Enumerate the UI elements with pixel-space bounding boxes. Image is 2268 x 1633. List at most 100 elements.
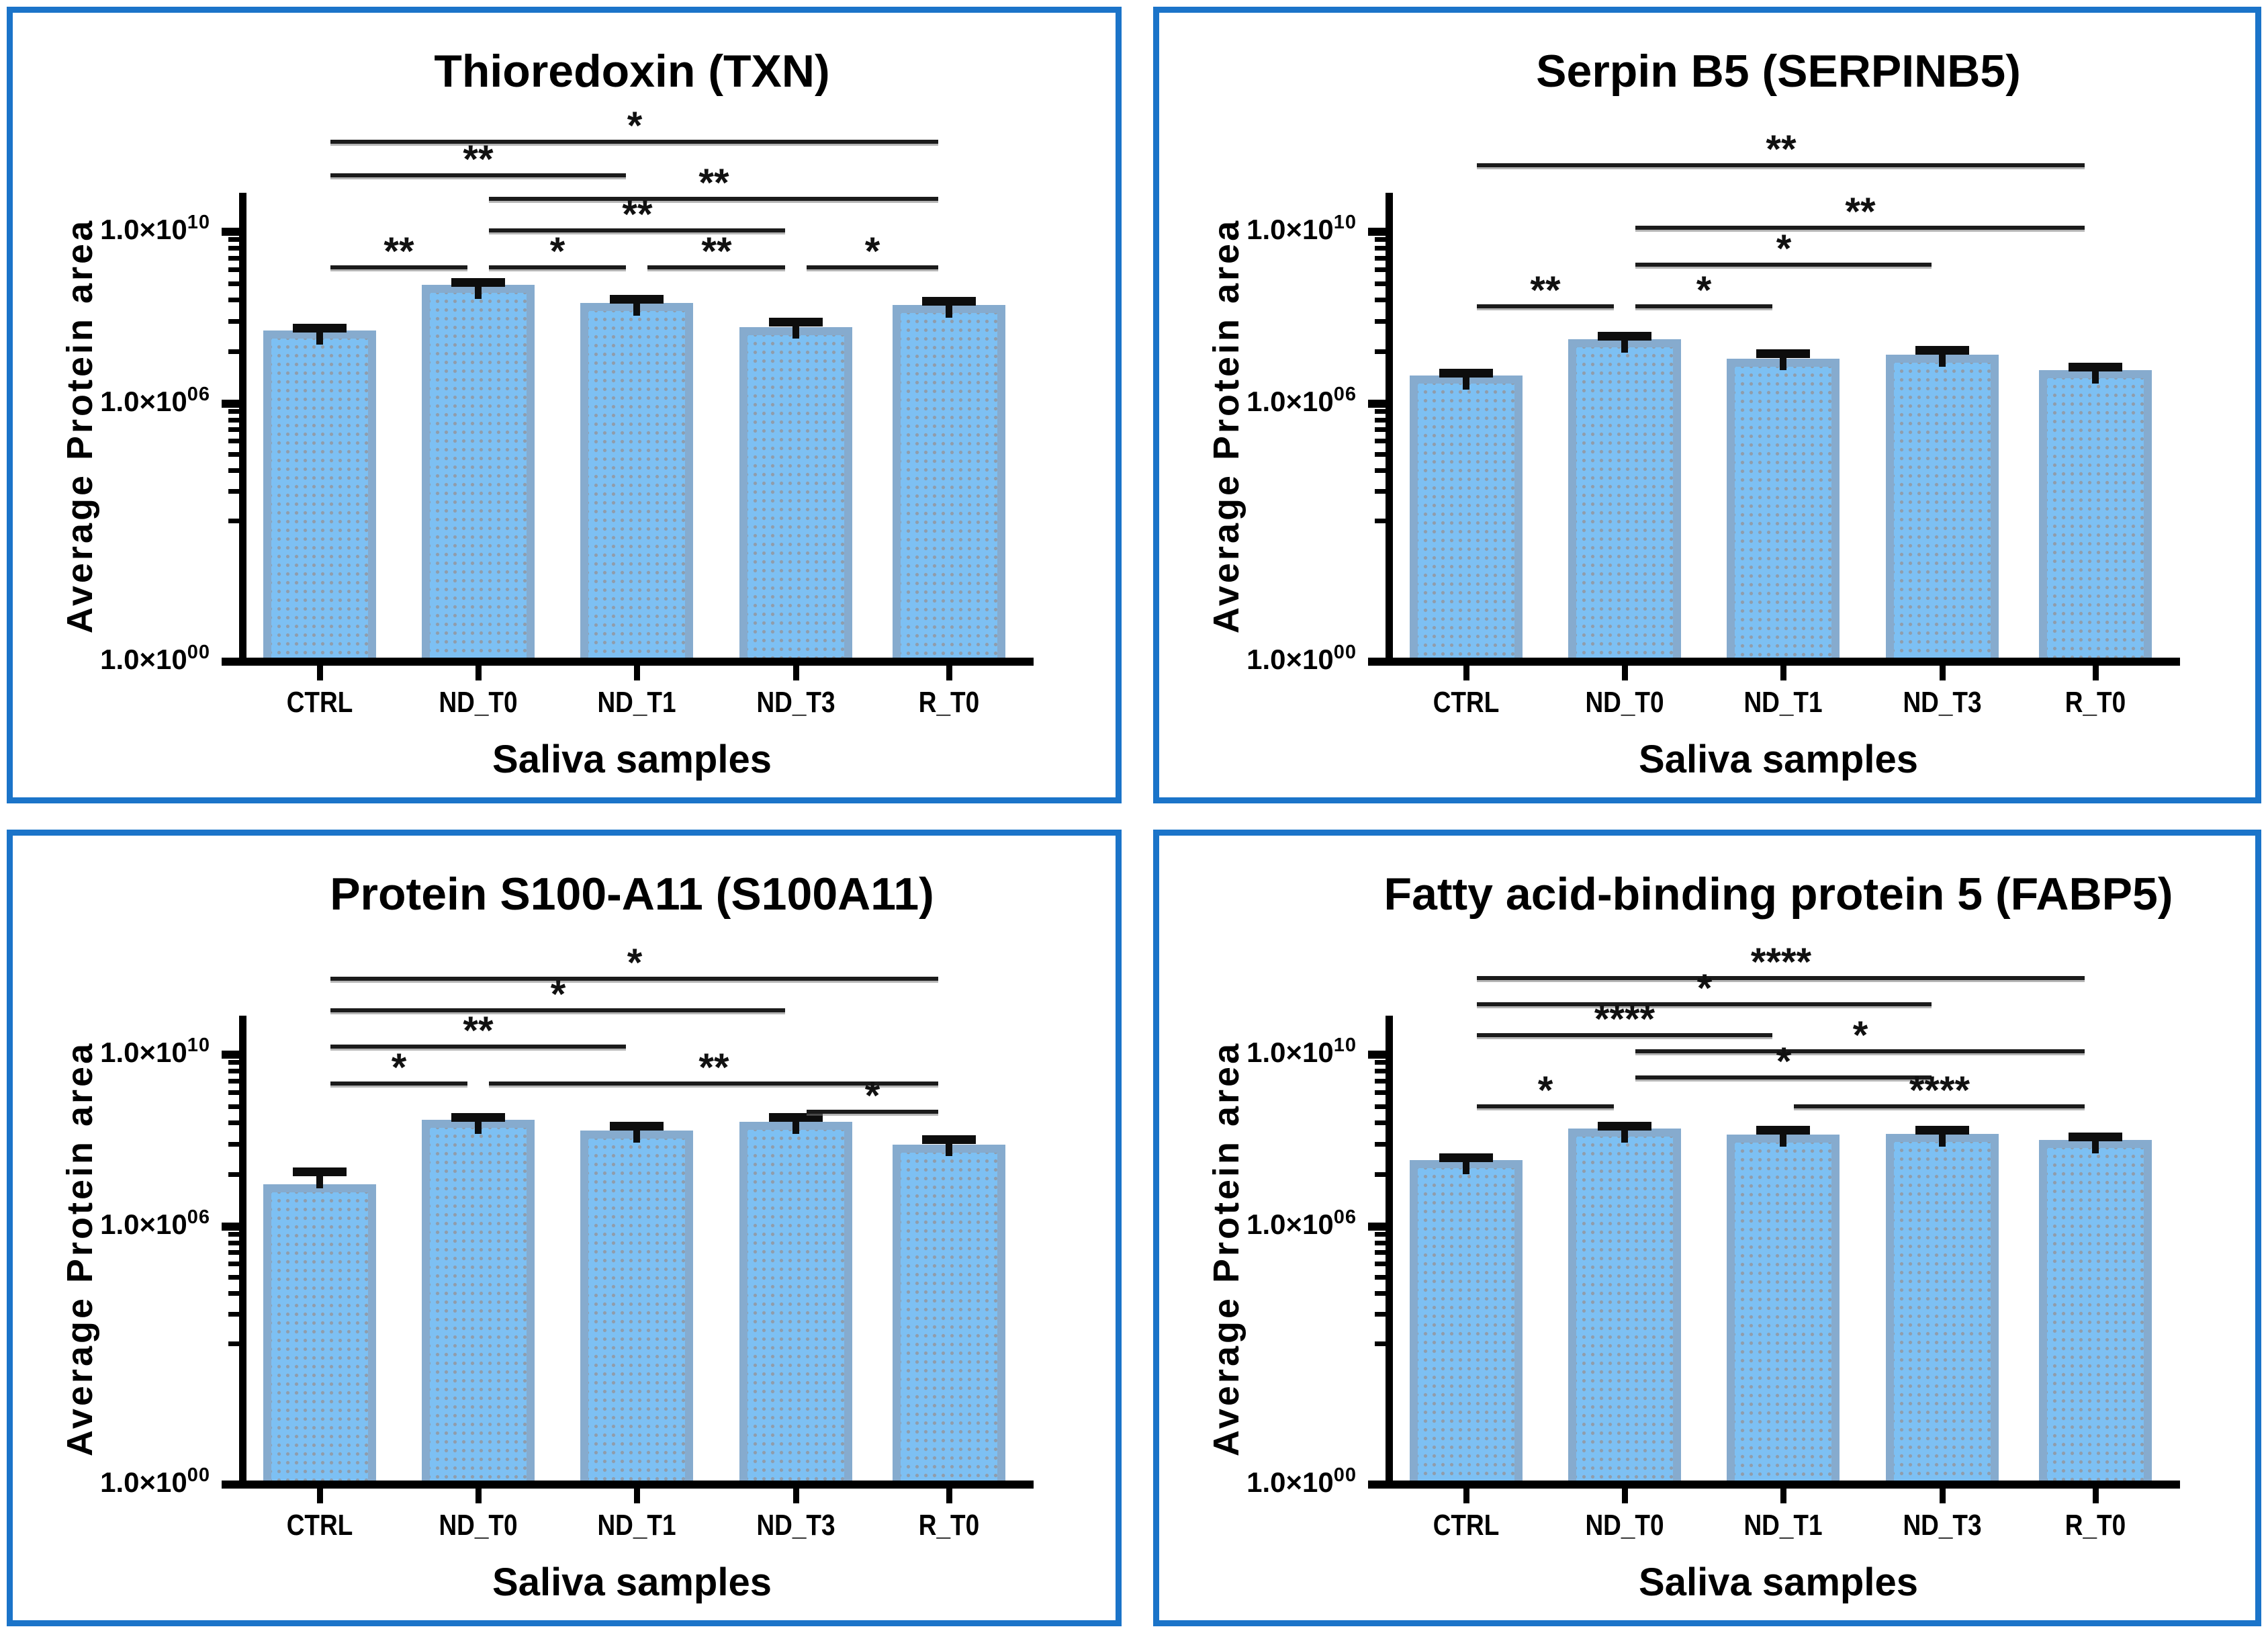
y-tick-label: 1.0×1006: [100, 1206, 210, 1240]
y-minor-tick: [228, 349, 239, 354]
x-tick: [475, 666, 482, 680]
sig-asterisks: *: [1537, 1069, 1553, 1112]
sig-bracket-line: [807, 265, 938, 269]
y-axis-line: [1386, 1016, 1393, 1489]
sig-bracket-line: [1477, 1104, 1614, 1108]
sig-bracket-line: [1477, 1002, 1932, 1006]
x-tick-label: R_T0: [918, 1509, 980, 1542]
sig-asterisks: **: [463, 1009, 494, 1053]
y-minor-tick: [228, 427, 239, 432]
bar-fill-pattern: [1735, 1143, 1831, 1483]
x-tick: [1940, 1489, 1946, 1503]
sig-asterisks: **: [1766, 128, 1797, 171]
y-minor-tick: [228, 1312, 239, 1317]
chart-title: Thioredoxin (TXN): [434, 46, 830, 97]
sig-bracket-line: [1477, 163, 2085, 167]
y-axis-line: [239, 1016, 246, 1489]
y-minor-tick: [228, 409, 239, 414]
error-bar-stub: [946, 1143, 952, 1156]
error-bar-stub: [792, 325, 799, 339]
sig-asterisks: *: [1852, 1014, 1868, 1057]
x-tick: [634, 666, 640, 680]
y-major-tick: [1368, 1051, 1386, 1059]
y-axis-title: Average Protein area: [1206, 218, 1246, 634]
error-bar-stub: [633, 302, 640, 316]
error-bar-stub: [316, 1175, 323, 1188]
error-bar-stub: [1939, 1133, 1946, 1147]
chart-panel-s100a11: Protein S100-A11 (S100A11) Average Prote…: [7, 830, 1122, 1626]
chart-panel-txn: Thioredoxin (TXN) Average Protein area S…: [7, 7, 1122, 803]
error-bar-cap: [1756, 349, 1810, 358]
y-minor-tick: [1375, 1232, 1386, 1237]
y-minor-tick: [1375, 418, 1386, 423]
y-tick-label: 1.0×1000: [100, 1464, 210, 1498]
x-tick-label: R_T0: [918, 686, 980, 719]
y-minor-tick: [228, 1079, 239, 1084]
error-bar-cap: [610, 295, 664, 304]
bar-fill-pattern: [901, 1153, 997, 1483]
sig-asterisks: *: [864, 1074, 880, 1118]
y-minor-tick: [1375, 1262, 1386, 1266]
error-bar-stub: [1621, 1129, 1628, 1143]
error-bar-cap: [2069, 1133, 2122, 1141]
y-tick-label: 1.0×1010: [1246, 212, 1357, 245]
bar-fill-pattern: [1418, 1168, 1514, 1483]
error-bar-cap: [1756, 1126, 1810, 1135]
y-minor-tick: [1375, 281, 1386, 286]
x-tick-label: CTRL: [1433, 686, 1500, 719]
y-minor-tick: [228, 256, 239, 261]
y-minor-tick: [228, 1291, 239, 1296]
error-bar-cap: [1439, 1153, 1493, 1162]
y-tick-label: 1.0×1000: [1246, 1464, 1357, 1498]
error-bar-stub: [316, 331, 323, 345]
y-axis-line: [1386, 193, 1393, 666]
x-tick-label: R_T0: [2065, 686, 2126, 719]
y-minor-tick: [1375, 439, 1386, 443]
error-bar-stub: [633, 1129, 640, 1143]
error-bar-stub: [2092, 1140, 2099, 1153]
y-minor-tick: [1375, 409, 1386, 414]
y-minor-tick: [228, 1069, 239, 1073]
y-tick-label: 1.0×1000: [1246, 642, 1357, 675]
y-major-tick: [1368, 228, 1386, 236]
error-bar-cap: [2069, 363, 2122, 371]
x-tick-label: ND_T1: [1743, 686, 1823, 719]
error-bar-stub: [475, 1120, 482, 1134]
y-tick-label: 1.0×1010: [100, 1034, 210, 1068]
x-tick: [946, 666, 952, 680]
sig-bracket-line: [807, 1110, 938, 1114]
y-major-tick: [222, 1051, 239, 1059]
y-minor-tick: [1375, 256, 1386, 261]
y-minor-tick: [1375, 1079, 1386, 1084]
bar-fill-pattern: [271, 1192, 368, 1483]
sig-bracket-line: [330, 140, 938, 144]
error-bar-cap: [451, 278, 505, 287]
sig-asterisks: ****: [1909, 1069, 1970, 1112]
bar-fill-pattern: [747, 1130, 844, 1483]
x-tick-label: ND_T0: [1585, 686, 1664, 719]
y-minor-tick: [228, 1104, 239, 1109]
y-major-tick: [222, 1481, 239, 1489]
y-tick-label: 1.0×1006: [1246, 384, 1357, 417]
bar-fill-pattern: [588, 1139, 685, 1483]
x-tick-label: R_T0: [2065, 1509, 2126, 1542]
x-tick-label: ND_T0: [439, 1509, 518, 1542]
sig-bracket-line: [1635, 1049, 2085, 1053]
error-bar-stub: [1621, 339, 1628, 353]
bar-fill-pattern: [1576, 1137, 1673, 1483]
sig-asterisks: *: [627, 941, 643, 985]
x-tick: [317, 1489, 323, 1503]
error-bar-stub: [792, 1120, 799, 1134]
sig-bracket-line: [489, 228, 785, 232]
sig-bracket-line: [1635, 226, 2085, 230]
x-tick: [475, 1489, 482, 1503]
error-bar-cap: [769, 1113, 823, 1122]
y-minor-tick: [1375, 1104, 1386, 1109]
bar-fill-pattern: [2047, 1148, 2144, 1483]
sig-bracket-line: [489, 265, 626, 269]
x-axis-line: [239, 1481, 1034, 1489]
bar-fill-pattern: [430, 1128, 527, 1483]
x-tick: [1622, 666, 1628, 680]
x-tick-label: ND_T3: [1903, 1509, 1982, 1542]
